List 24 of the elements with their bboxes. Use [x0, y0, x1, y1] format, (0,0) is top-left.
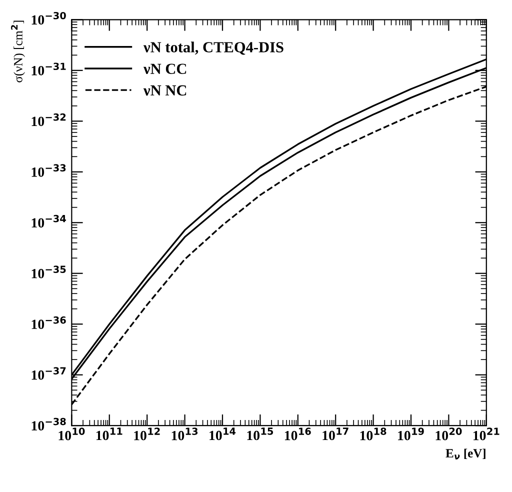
x-tick-label: 10$^{21}$ [473, 428, 500, 440]
legend-label: νN total, CTEQ4-DIS [143, 42, 284, 55]
x-tick-label: 10$^{12}$ [134, 428, 160, 440]
x-tick-label: 10$^{20}$ [436, 428, 462, 440]
legend-label: νN NC [143, 85, 186, 96]
y-tick-label: 10$^{−31}$ [32, 62, 66, 76]
x-tick-label: 10$^{14}$ [210, 428, 236, 440]
x-tick-label: 10$^{13}$ [172, 428, 198, 440]
y-tick-label: 10$^{−36}$ [32, 316, 66, 330]
y-tick-label: 10$^{−32}$ [32, 113, 66, 126]
x-tick-label: 10$^{11}$ [96, 428, 122, 440]
x-tick-label: 10$^{17}$ [322, 428, 348, 440]
x-tick-label: 10$^{16}$ [284, 428, 311, 440]
y-tick-label: 10$^{−34}$ [32, 214, 66, 228]
y-tick-label: 10$^{−35}$ [32, 266, 66, 278]
legend-label: νN CC [143, 64, 186, 74]
x-tick-label: 10$^{18}$ [360, 428, 386, 440]
y-axis-title: σ(νN) [cm$^{2}$] [11, 20, 25, 82]
y-tick-label: 10$^{−30}$ [32, 12, 66, 25]
x-tick-label: 10$^{15}$ [247, 428, 274, 440]
y-tick-label: 10$^{−33}$ [32, 164, 66, 177]
y-tick-label: 10$^{−37}$ [32, 367, 66, 380]
x-axis-title: E$_{ν}$ [eV] [446, 448, 486, 460]
x-tick-label: 10$^{19}$ [398, 428, 424, 440]
